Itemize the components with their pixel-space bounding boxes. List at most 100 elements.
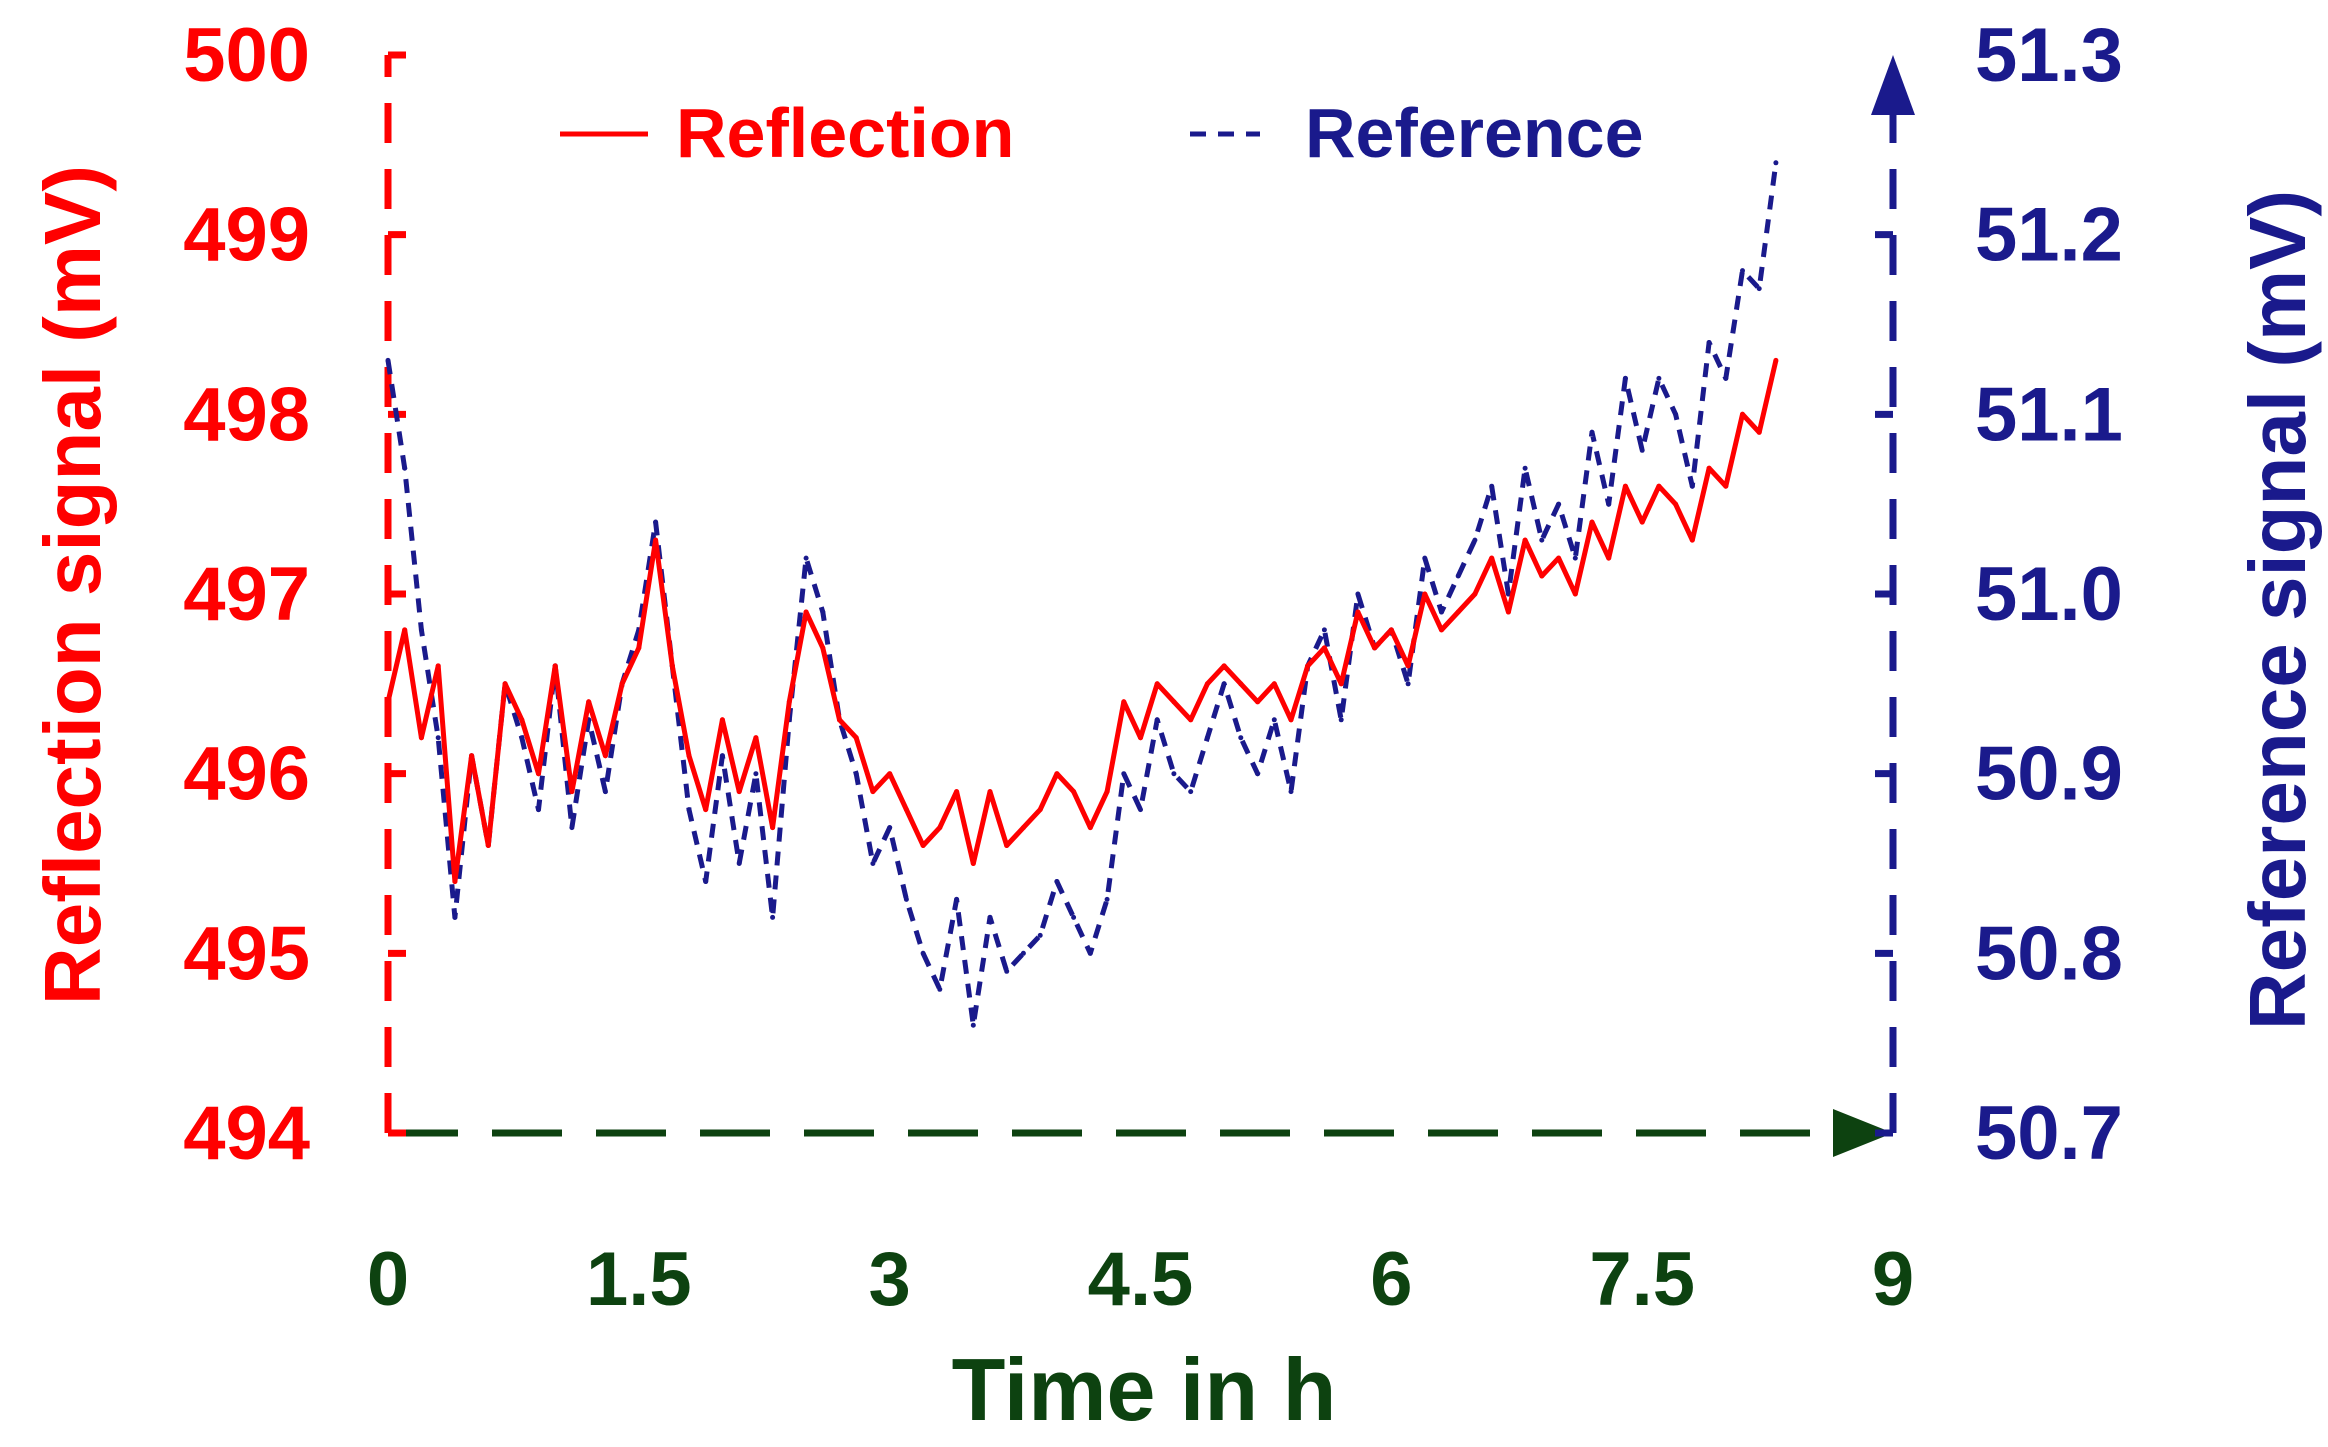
reference-point <box>753 771 759 777</box>
reflection-point <box>536 771 541 777</box>
reference-point <box>820 609 826 615</box>
reference-point <box>1505 591 1511 597</box>
reference-point <box>1338 717 1344 723</box>
right-y-tick-label: 51.2 <box>1975 193 2123 278</box>
reflection-point <box>903 807 909 813</box>
left-y-tick-label: 500 <box>183 13 310 98</box>
reflection-point <box>786 699 792 705</box>
reference-point <box>653 519 659 525</box>
reflection-point <box>820 645 826 651</box>
reference-point <box>1238 735 1244 741</box>
reflection-point <box>853 735 859 741</box>
reflection-point <box>1689 537 1695 543</box>
reference-point <box>1723 375 1729 381</box>
reflection-point <box>653 537 659 543</box>
reflection-point <box>1305 663 1311 669</box>
reference-point <box>686 807 692 813</box>
reference-point <box>1355 591 1361 597</box>
right-y-tick-label: 50.8 <box>1975 911 2123 996</box>
reference-point <box>1171 771 1177 777</box>
reflection-point <box>1004 843 1010 848</box>
reference-point <box>1522 465 1528 471</box>
reflection-point <box>870 789 876 795</box>
reflection-point <box>1405 663 1411 669</box>
reflection-point <box>469 753 475 759</box>
reflection-point <box>887 771 893 777</box>
reflection-point <box>1104 789 1110 795</box>
reflection-point <box>619 681 625 687</box>
reflection-point <box>937 825 943 831</box>
reference-line <box>385 162 1779 1028</box>
reflection-point <box>519 717 525 723</box>
reflection-point <box>1188 717 1194 723</box>
reflection-point <box>987 789 993 795</box>
reflection-point <box>736 789 742 795</box>
right-y-tick-label: 50.9 <box>1975 732 2123 817</box>
reference-point <box>1455 573 1461 579</box>
reference-point <box>1154 717 1160 723</box>
reference-point <box>1439 609 1444 615</box>
reflection-point <box>586 699 592 705</box>
reflection-point <box>1539 573 1545 579</box>
reflection-point <box>837 717 842 723</box>
reflection-point <box>1723 483 1729 489</box>
reference-point <box>1656 375 1662 381</box>
reflection-point <box>770 825 776 831</box>
reflection-point <box>1288 717 1294 723</box>
reference-point <box>1622 375 1628 381</box>
x-tick-label: 7.5 <box>1589 1237 1695 1322</box>
reference-point <box>1740 268 1745 274</box>
reference-point <box>1221 681 1227 687</box>
reference-point <box>1556 501 1562 507</box>
reference-point <box>887 825 893 831</box>
reference-point <box>519 735 525 741</box>
reflection-point <box>1204 681 1210 687</box>
reflection-point <box>636 645 642 651</box>
reflection-point <box>1572 591 1578 597</box>
reflection-point <box>1138 735 1143 741</box>
reference-point <box>1104 896 1110 902</box>
right-y-tick-label: 51.3 <box>1975 13 2123 98</box>
reflection-point <box>920 843 926 848</box>
reflection-point <box>1054 771 1060 777</box>
reference-point <box>385 357 391 363</box>
reflection-point <box>1171 699 1177 705</box>
reflection-point <box>1372 645 1378 651</box>
reference-point <box>1121 771 1127 777</box>
x-tick-label: 6 <box>1370 1237 1412 1322</box>
reflection-point <box>418 735 424 741</box>
reference-point <box>1472 537 1478 543</box>
reference-point <box>1087 950 1093 956</box>
reflection-point <box>1221 663 1227 669</box>
reflection-point <box>1455 609 1461 615</box>
reflection-point <box>703 807 709 813</box>
reflection-point <box>1656 483 1662 489</box>
reflection-point <box>803 609 809 615</box>
reference-point <box>1004 968 1010 974</box>
reflection-point <box>552 663 558 669</box>
reflection-point <box>452 879 458 884</box>
reference-point <box>870 861 876 866</box>
reference-point <box>402 465 408 471</box>
reference-point <box>1773 160 1779 166</box>
left-y-tick-label: 495 <box>183 911 310 996</box>
reflection-point <box>1639 519 1645 525</box>
reflection-point <box>1087 825 1093 831</box>
left-y-tick-label: 496 <box>183 732 310 817</box>
reflection-point <box>719 717 725 723</box>
reference-point <box>1606 501 1612 507</box>
reference-point <box>536 807 541 813</box>
reflection-point <box>502 681 508 687</box>
reference-point <box>1071 914 1077 920</box>
reference-point <box>1271 717 1277 723</box>
left-y-tick-label: 497 <box>183 552 310 637</box>
reflection-point <box>1589 519 1595 525</box>
left-axis-title: Reflection signal (mV) <box>28 165 117 1005</box>
right-y-tick-label: 50.7 <box>1975 1091 2123 1176</box>
x-axis-title: Time in h <box>952 1340 1337 1439</box>
reflection-point <box>1773 357 1779 363</box>
reference-point <box>1020 950 1026 956</box>
reference-point <box>954 896 960 902</box>
reference-point <box>853 771 859 777</box>
